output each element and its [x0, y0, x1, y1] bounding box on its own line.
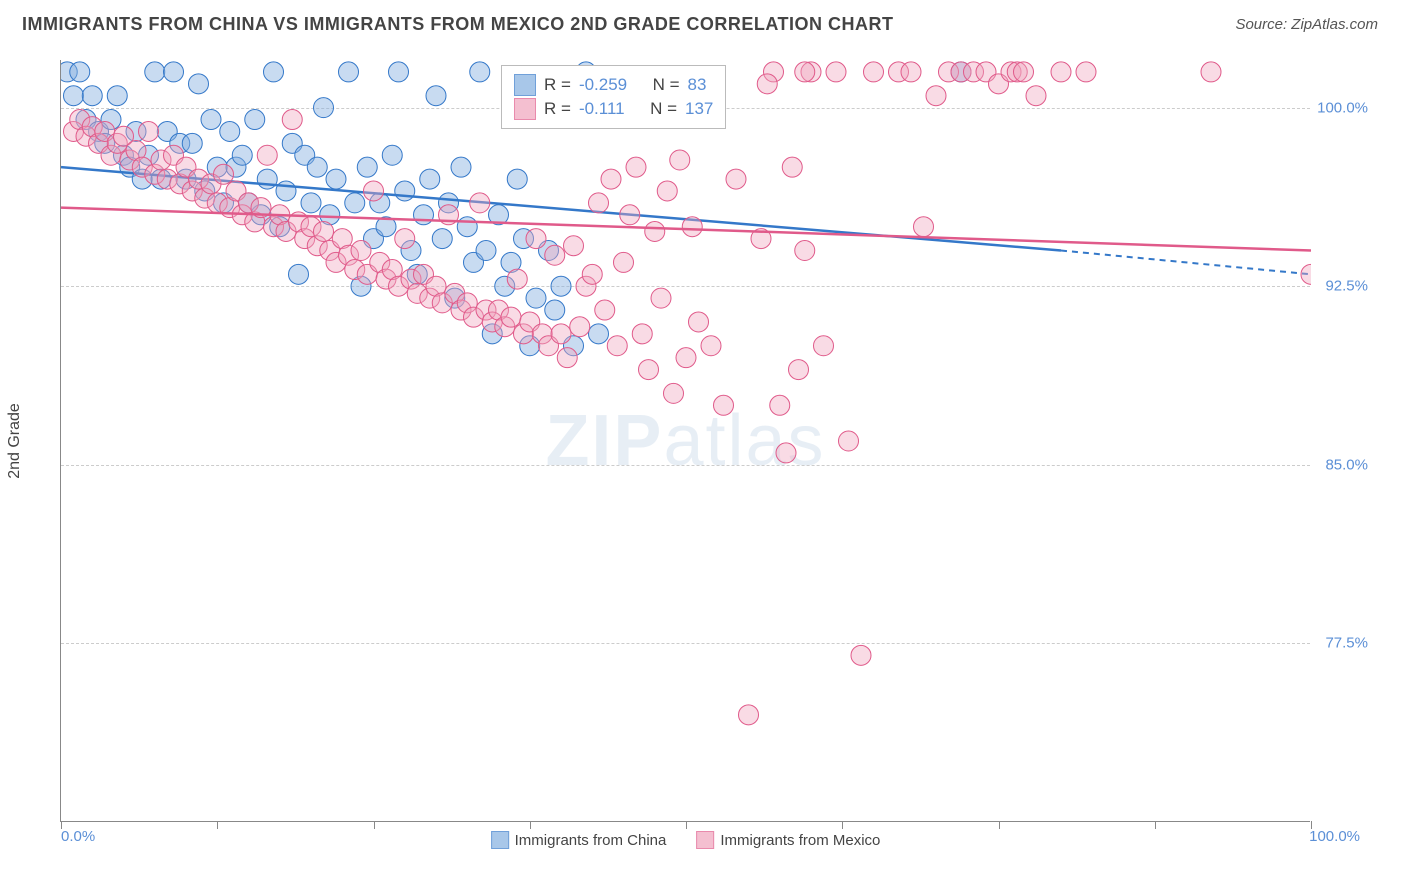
header: IMMIGRANTS FROM CHINA VS IMMIGRANTS FROM… [0, 0, 1406, 43]
plot-area: ZIPatlas 100.0%92.5%85.0%77.5% 0.0% 100.… [60, 60, 1310, 822]
legend-swatch-china [491, 831, 509, 849]
stats-box: R = -0.259 N = 83 R = -0.111 N = 137 [501, 65, 726, 129]
scatter-svg [61, 60, 1311, 822]
stats-row-china: R = -0.259 N = 83 [514, 74, 713, 96]
chart-container: 2nd Grade ZIPatlas 100.0%92.5%85.0%77.5%… [60, 60, 1360, 822]
y-tick-label: 92.5% [1325, 278, 1368, 295]
source-label: Source: ZipAtlas.com [1235, 16, 1378, 33]
legend-label-mexico: Immigrants from Mexico [720, 832, 880, 849]
r-value-mexico: -0.111 [579, 99, 625, 119]
stats-swatch-mexico [514, 98, 536, 120]
y-tick-label: 100.0% [1317, 99, 1368, 116]
y-tick-label: 77.5% [1325, 635, 1368, 652]
x-max-label: 100.0% [1309, 828, 1360, 845]
chart-title: IMMIGRANTS FROM CHINA VS IMMIGRANTS FROM… [22, 14, 893, 35]
bottom-legend: Immigrants from China Immigrants from Me… [491, 831, 881, 849]
y-axis-label: 2nd Grade [6, 403, 24, 479]
watermark: ZIPatlas [545, 400, 825, 482]
r-value-china: -0.259 [579, 75, 627, 95]
legend-swatch-mexico [696, 831, 714, 849]
y-tick-label: 85.0% [1325, 456, 1368, 473]
n-value-china: 83 [688, 75, 707, 95]
n-value-mexico: 137 [685, 99, 713, 119]
legend-label-china: Immigrants from China [515, 832, 667, 849]
x-min-label: 0.0% [61, 828, 95, 845]
stats-row-mexico: R = -0.111 N = 137 [514, 98, 713, 120]
legend-item-china: Immigrants from China [491, 831, 667, 849]
stats-swatch-china [514, 74, 536, 96]
legend-item-mexico: Immigrants from Mexico [696, 831, 880, 849]
